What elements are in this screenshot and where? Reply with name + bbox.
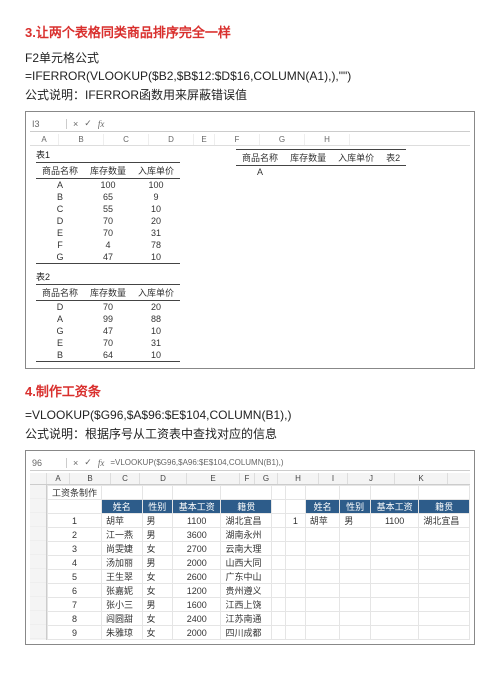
fx-check-icon: ✓ [84,118,92,129]
col-header-cell: F [240,473,255,484]
section4-line1: =VLOOKUP($G96,$A$96:$E$104,COLUMN(B1),) [25,408,475,422]
section3-heading: 3.让两个表格同类商品排序完全一样 [25,22,475,41]
table1-right: 商品名称库存数量入库单价表2A [236,149,406,178]
col-header-cell: D [140,473,187,484]
section4-line2: 公式说明：根据序号从工资表中查找对应的信息 [25,425,475,442]
salary-table: 工资条制作姓名性别基本工资籍贯姓名性别基本工资籍贯1胡苹男1100湖北宜昌1胡苹… [47,485,470,640]
fx-x-icon: × [73,119,78,129]
col-header-cell: A [47,473,70,484]
col-header-cell: B [70,473,111,484]
col-headers-1: ABCDEFGH [30,134,470,146]
col-header-cell: G [260,134,305,145]
formula-text-2[interactable]: =VLOOKUP($G96,$A96:$E$104,COLUMN(B1),) [110,458,283,467]
col-header-cell: B [59,134,104,145]
fx-check-icon-2: ✓ [84,457,92,468]
table2: 商品名称库存数量入库单价D7020A9988G4710E7031B6410 [36,284,180,362]
col-header-cell: K [395,473,448,484]
col-header-cell: E [194,134,215,145]
table1-label: 表1 [36,150,50,160]
col-header-cell: H [278,473,319,484]
table2-label: 表2 [36,272,50,282]
col-header-cell: C [111,473,140,484]
fx-x-icon-2: × [73,458,78,468]
formula-bar-1: I3 × ✓ fx [30,116,470,132]
fx-icon: fx [98,119,105,129]
spreadsheet-1: I3 × ✓ fx ABCDEFGH 表1 商品名称库存数量入库单价A10010… [25,111,475,369]
col-header-cell: J [348,473,395,484]
col-header-cell: C [104,134,149,145]
col-headers-2: ABCDEFGHIJK [30,473,470,485]
section3-line1: F2单元格公式 [25,49,475,66]
table1: 商品名称库存数量入库单价A100100B659C5510D7020E7031F4… [36,162,180,264]
row-headers-2 [30,485,47,640]
name-box-1[interactable]: I3 [30,119,67,129]
col-header-cell: E [187,473,240,484]
col-header-cell: G [255,473,278,484]
section3-line3: 公式说明：IFERROR函数用来屏蔽错误值 [25,86,475,103]
section3-line2: =IFERROR(VLOOKUP($B2,$B$12:$D$16,COLUMN(… [25,69,475,83]
col-header-cell: H [305,134,350,145]
section4-heading: 4.制作工资条 [25,381,475,400]
col-header-cell: F [215,134,260,145]
col-header-cell: A [30,134,59,145]
formula-bar-2: 96 × ✓ fx =VLOOKUP($G96,$A96:$E$104,COLU… [30,455,470,471]
col-header-cell: D [149,134,194,145]
fx-icon-2: fx [98,458,105,468]
name-box-2[interactable]: 96 [30,458,67,468]
spreadsheet-2: 96 × ✓ fx =VLOOKUP($G96,$A96:$E$104,COLU… [25,450,475,645]
col-header-cell: I [319,473,348,484]
